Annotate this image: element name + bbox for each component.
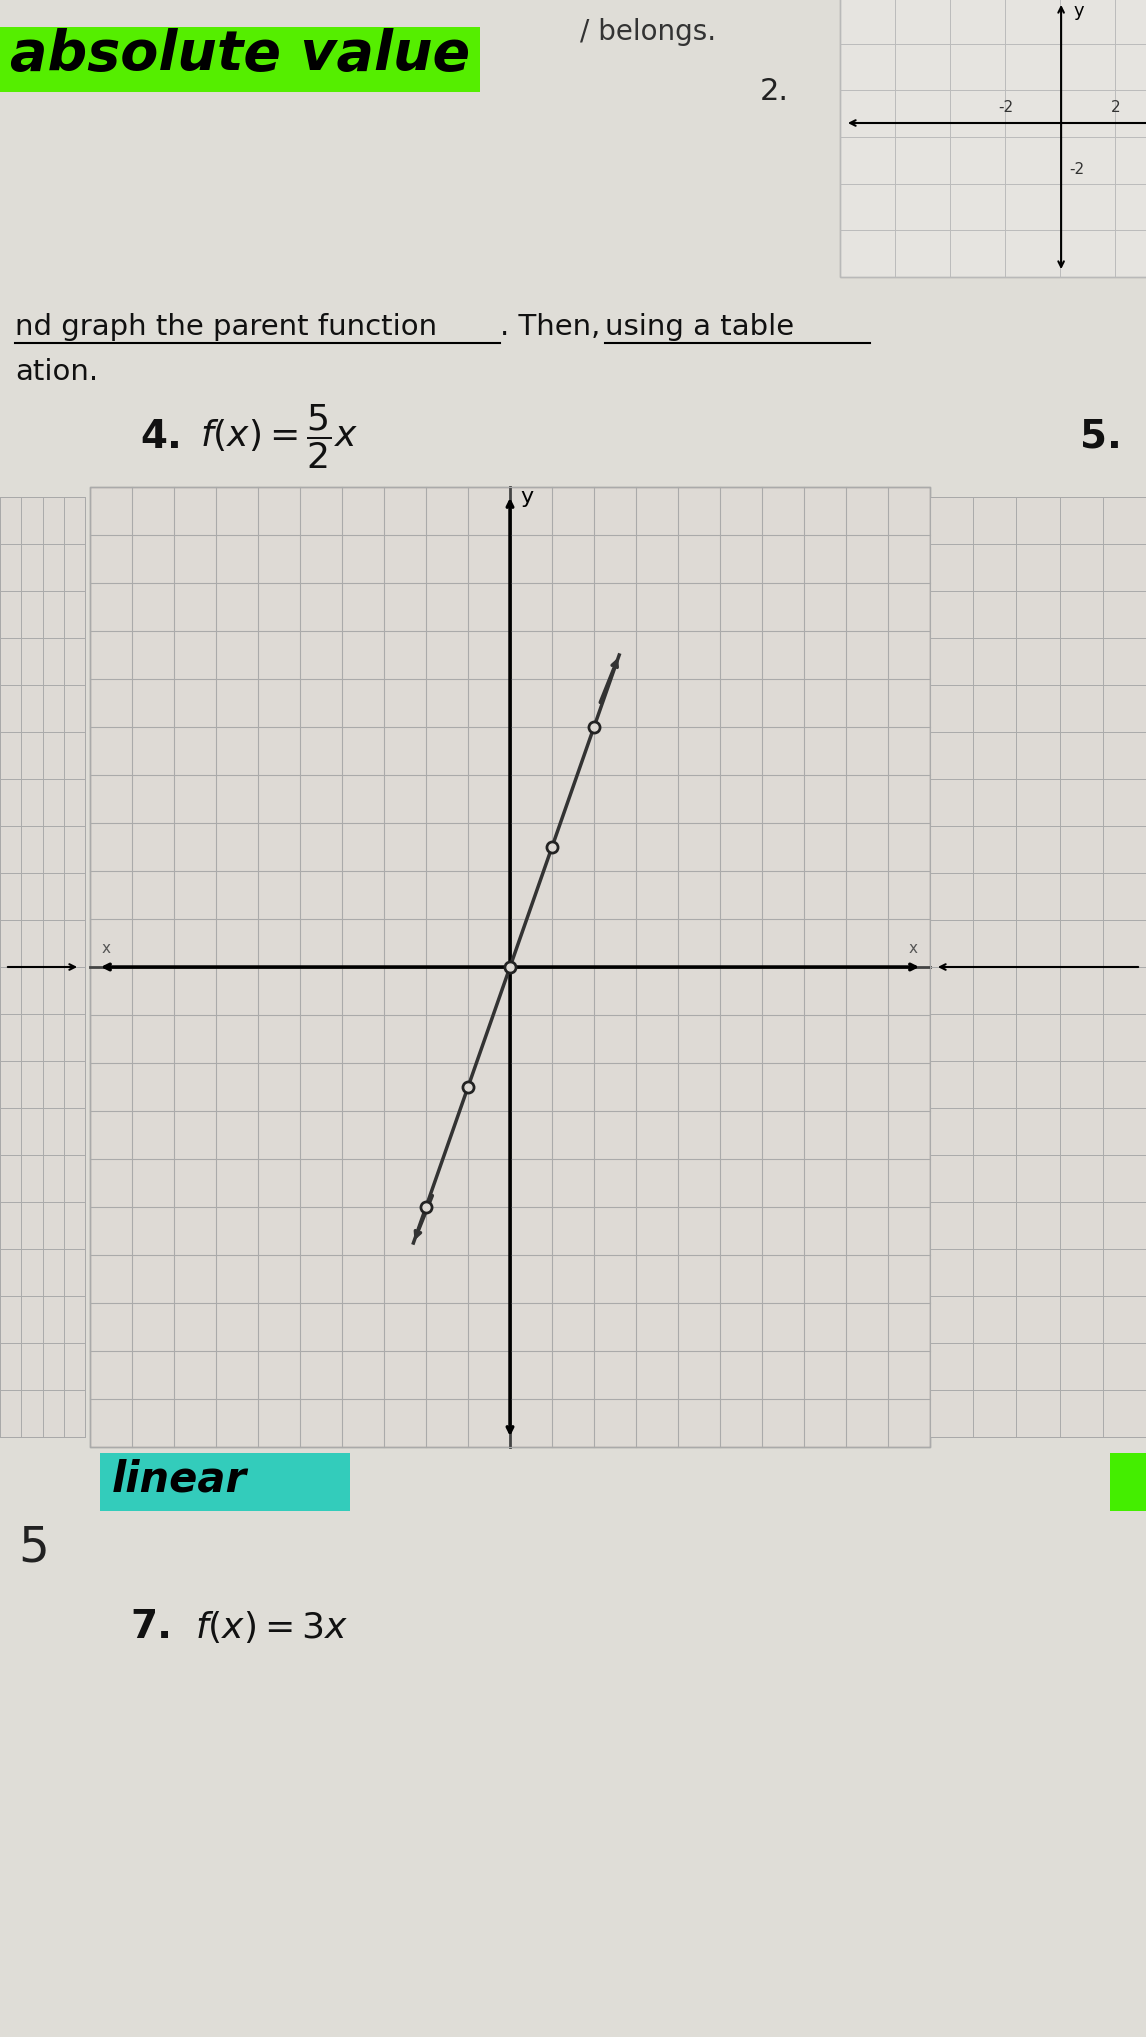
Text: / belongs.: / belongs.: [580, 18, 716, 47]
Text: 7.: 7.: [129, 1607, 172, 1646]
Text: using a table: using a table: [605, 314, 794, 340]
FancyBboxPatch shape: [100, 1452, 350, 1511]
Text: $f(x) = \dfrac{5}{2}x$: $f(x) = \dfrac{5}{2}x$: [201, 403, 358, 471]
Text: linear: linear: [112, 1458, 248, 1499]
Text: 5.: 5.: [1080, 418, 1122, 456]
Text: 2: 2: [1112, 100, 1121, 114]
Text: ation.: ation.: [15, 359, 99, 385]
FancyBboxPatch shape: [840, 0, 1146, 277]
Text: 4.: 4.: [140, 418, 182, 456]
Text: x: x: [102, 941, 111, 955]
Text: y: y: [520, 487, 533, 507]
Text: x: x: [909, 941, 918, 955]
Text: nd graph the parent function: nd graph the parent function: [15, 314, 437, 340]
Text: $f(x) = 3x$: $f(x) = 3x$: [195, 1609, 348, 1646]
FancyBboxPatch shape: [0, 26, 480, 92]
Text: -2: -2: [1069, 163, 1084, 177]
FancyBboxPatch shape: [931, 497, 1146, 1436]
Text: . Then,: . Then,: [500, 314, 601, 340]
Text: 5: 5: [18, 1524, 49, 1571]
FancyBboxPatch shape: [91, 487, 931, 1446]
Text: 2.: 2.: [760, 77, 788, 106]
FancyBboxPatch shape: [0, 497, 85, 1436]
Text: -2: -2: [998, 100, 1014, 114]
Text: absolute value: absolute value: [10, 29, 470, 81]
Text: y: y: [1073, 2, 1084, 20]
FancyBboxPatch shape: [1110, 1452, 1146, 1511]
